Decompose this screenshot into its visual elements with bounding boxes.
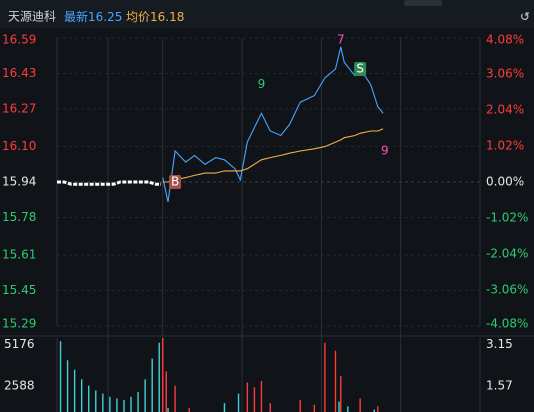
annotation: B — [171, 175, 179, 189]
volume-bar — [158, 342, 160, 412]
volume-bar — [347, 406, 349, 412]
refresh-icon[interactable]: ↺ — [520, 10, 530, 24]
volume-bar — [151, 358, 153, 412]
volume-bar — [253, 387, 256, 412]
y-tick-label: 15.94 — [2, 175, 36, 189]
avg-label: 均价 — [126, 10, 150, 24]
volume-bar — [123, 399, 125, 412]
volume-bar — [144, 379, 146, 412]
volume-bar — [338, 401, 340, 412]
price-line — [162, 46, 384, 203]
y-tick-label: 16.43 — [2, 66, 36, 80]
y2-tick-label: -2.04% — [486, 247, 528, 261]
y2-tick-label: 2.04% — [486, 103, 524, 117]
volume-bar — [260, 380, 263, 412]
signal-box — [354, 62, 367, 77]
y-tick-label: 16.59 — [2, 33, 36, 47]
latest-label: 最新 — [64, 9, 88, 24]
stock-name: 天源迪科 — [8, 10, 56, 24]
avg-value: 16.18 — [150, 10, 184, 24]
latest-value: 16.25 — [88, 10, 122, 24]
volume-bar — [188, 407, 190, 412]
annotation: S — [356, 62, 364, 76]
price-line — [162, 128, 384, 183]
volume-bar — [88, 385, 90, 412]
volume-bar — [313, 404, 316, 412]
tab — [404, 0, 442, 6]
volume-bar — [299, 399, 301, 412]
y-tick-label: 5176 — [4, 337, 35, 351]
y2-tick-label: 3.15 — [486, 337, 513, 351]
volume-bar — [359, 398, 361, 412]
y2-tick-label: 0.00% — [486, 175, 524, 189]
volume-bar — [102, 393, 104, 412]
volume-bar — [116, 398, 118, 412]
y2-tick-label: -3.06% — [486, 283, 528, 297]
y-tick-label: 15.45 — [2, 283, 36, 297]
annotation: 9 — [258, 77, 266, 91]
y2-tick-label: 4.08% — [486, 33, 524, 47]
volume-bar — [174, 385, 176, 412]
volume-bar — [162, 338, 164, 412]
volume-bar — [269, 403, 271, 412]
volume-bar — [59, 341, 62, 412]
signal-box — [169, 175, 182, 189]
price-line — [57, 180, 161, 186]
volume-bar — [137, 392, 139, 412]
y-tick-label: 15.78 — [2, 210, 36, 224]
volume-bar — [324, 342, 326, 412]
latest-price: 最新16.25 — [64, 9, 122, 24]
volume-bar — [73, 369, 76, 412]
y-tick-label: 15.29 — [2, 317, 36, 331]
annotation: 7 — [337, 33, 345, 47]
volume-bar — [165, 371, 167, 412]
volume-bar — [130, 396, 132, 412]
volume-bar — [80, 379, 83, 412]
volume-bar — [237, 393, 240, 412]
volume-bar — [340, 376, 342, 412]
y-tick-label: 15.61 — [2, 248, 36, 262]
volume-bar — [66, 360, 69, 412]
volume-bar — [167, 407, 169, 412]
volume-bar — [246, 382, 249, 412]
top-bar — [0, 0, 534, 28]
volume-bar — [377, 406, 379, 412]
y-tick-label: 2588 — [4, 378, 35, 392]
y2-tick-label: 3.06% — [486, 67, 524, 81]
y2-tick-label: -1.02% — [486, 211, 528, 225]
y-tick-label: 16.27 — [2, 101, 36, 115]
y-tick-label: 16.10 — [2, 139, 36, 153]
volume-bar — [334, 350, 337, 412]
volume-bar — [109, 396, 111, 412]
y2-tick-label: -4.08% — [486, 317, 528, 331]
annotation: 9 — [381, 143, 389, 157]
y2-tick-label: 1.02% — [486, 139, 524, 153]
volume-bar — [373, 409, 375, 412]
y2-tick-label: 1.57 — [486, 378, 513, 392]
volume-bar — [223, 403, 226, 412]
volume-bar — [95, 390, 97, 412]
avg-price: 均价16.18 — [126, 10, 184, 24]
